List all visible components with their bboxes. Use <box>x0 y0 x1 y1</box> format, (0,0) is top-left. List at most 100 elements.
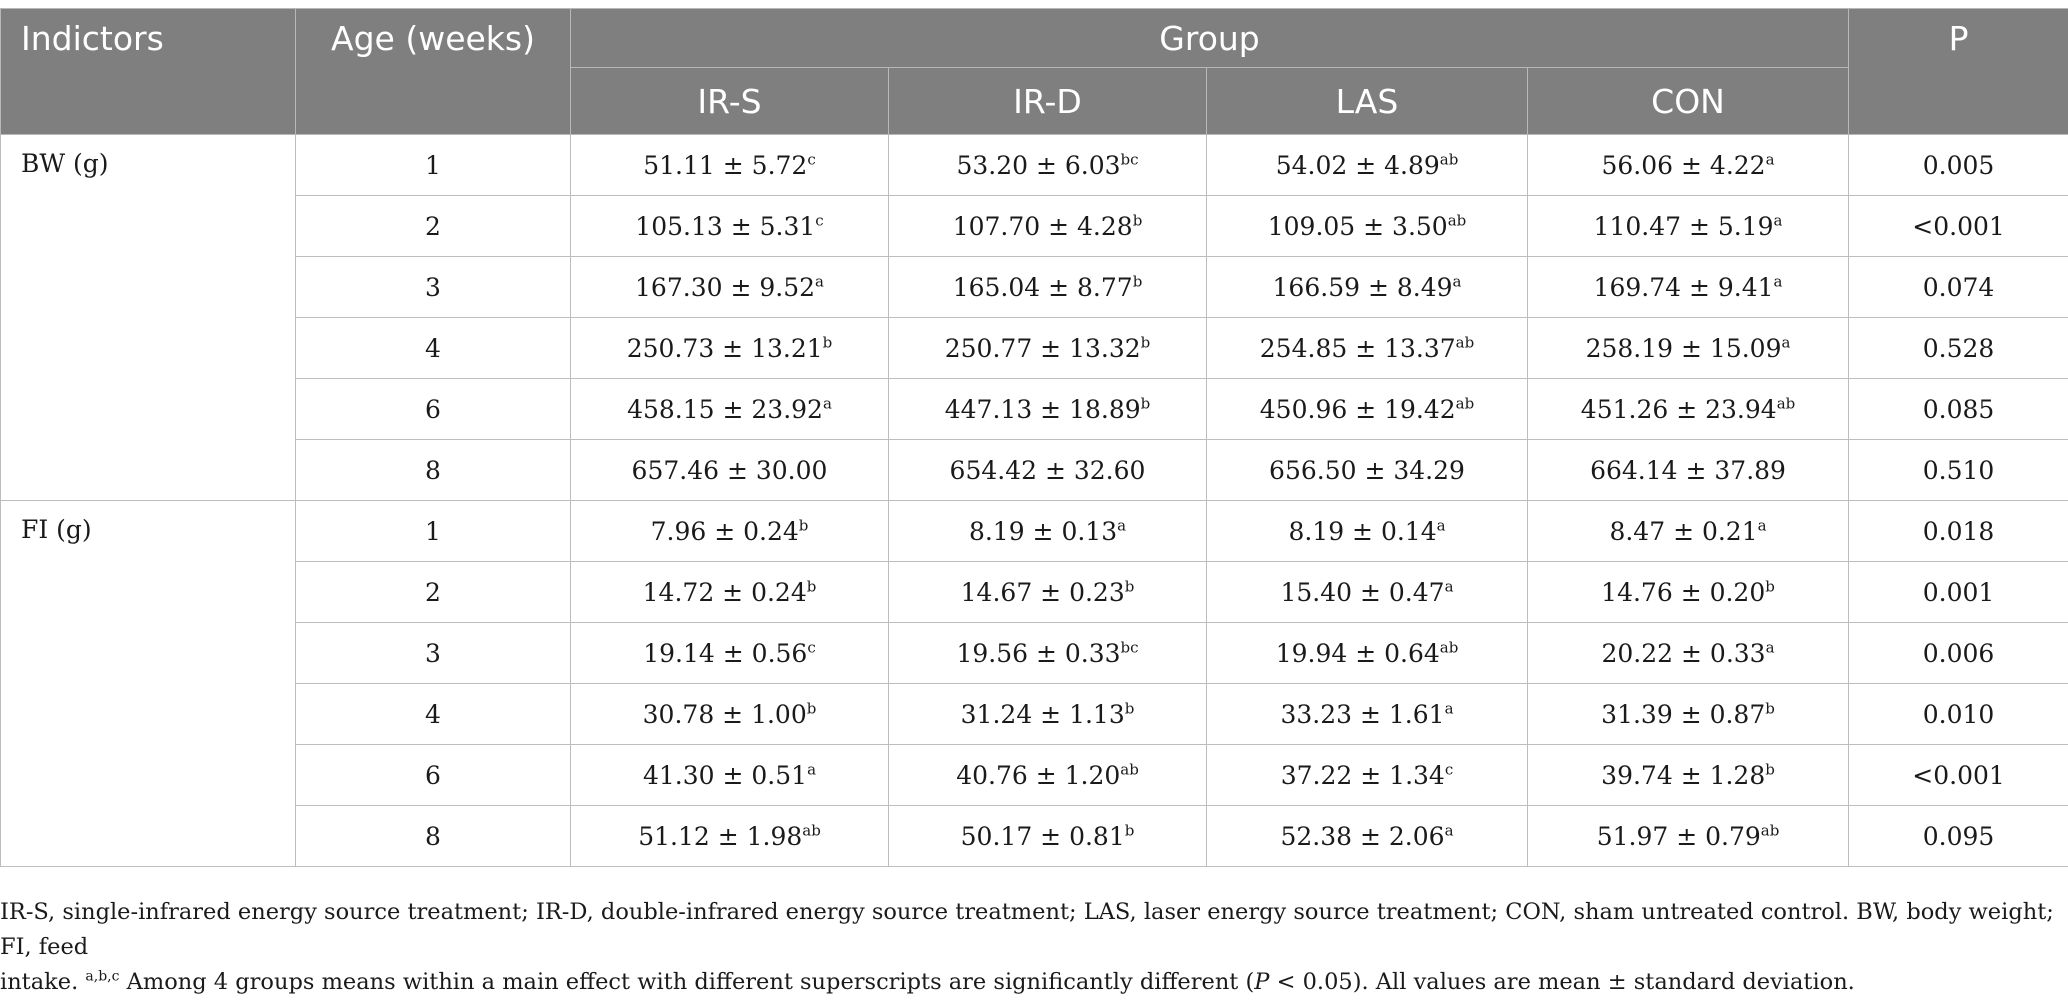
age-cell: 4 <box>296 318 571 379</box>
value-text: 40.76 ± 1.20 <box>956 761 1120 790</box>
value-text: 31.39 ± 0.87 <box>1601 700 1765 729</box>
value-cell: 166.59 ± 8.49a <box>1207 257 1528 318</box>
value-cell: 451.26 ± 23.94ab <box>1528 379 1849 440</box>
value-text: 51.12 ± 1.98 <box>638 822 802 851</box>
significance-superscript: ab <box>1777 394 1796 412</box>
value-text: 447.13 ± 18.89 <box>945 395 1141 424</box>
significance-superscript: b <box>1125 821 1135 839</box>
significance-superscript: ab <box>1448 211 1467 229</box>
table-header: Indictors Age (weeks) Group P IR-S IR-D … <box>1 9 2068 135</box>
value-text: 31.24 ± 1.13 <box>961 700 1125 729</box>
age-cell: 3 <box>296 257 571 318</box>
value-cell: 8.19 ± 0.13a <box>889 501 1207 562</box>
value-text: 54.02 ± 4.89 <box>1276 151 1440 180</box>
value-cell: 664.14 ± 37.89 <box>1528 440 1849 501</box>
age-cell: 2 <box>296 196 571 257</box>
age-cell: 2 <box>296 562 571 623</box>
value-cell: 8.19 ± 0.14a <box>1207 501 1528 562</box>
value-text: 51.97 ± 0.79 <box>1597 822 1761 851</box>
p-value-cell: 0.010 <box>1849 684 2068 745</box>
value-text: 166.59 ± 8.49 <box>1273 273 1453 302</box>
value-cell: 167.30 ± 9.52a <box>571 257 889 318</box>
significance-superscript: a <box>1445 821 1454 839</box>
footnote-superscripts: a,b,c <box>85 969 119 985</box>
value-cell: 110.47 ± 5.19a <box>1528 196 1849 257</box>
table-footnote: IR-S, single-infrared energy source trea… <box>0 895 2060 1000</box>
significance-superscript: a <box>1453 272 1462 290</box>
age-cell: 1 <box>296 501 571 562</box>
value-text: 14.67 ± 0.23 <box>961 578 1125 607</box>
p-value-cell: 0.095 <box>1849 806 2068 867</box>
significance-superscript: a <box>1781 333 1790 351</box>
indicator-label: FI (g) <box>1 501 296 867</box>
value-text: 30.78 ± 1.00 <box>643 700 807 729</box>
age-cell: 3 <box>296 623 571 684</box>
p-value-cell: 0.528 <box>1849 318 2068 379</box>
value-text: 250.73 ± 13.21 <box>627 334 823 363</box>
value-cell: 56.06 ± 4.22a <box>1528 135 1849 196</box>
age-cell: 6 <box>296 379 571 440</box>
value-text: 7.96 ± 0.24 <box>651 517 799 546</box>
data-table: Indictors Age (weeks) Group P IR-S IR-D … <box>0 8 2068 867</box>
significance-superscript: b <box>823 333 833 351</box>
value-text: 14.72 ± 0.24 <box>643 578 807 607</box>
value-cell: 657.46 ± 30.00 <box>571 440 889 501</box>
value-cell: 250.77 ± 13.32b <box>889 318 1207 379</box>
value-cell: 109.05 ± 3.50ab <box>1207 196 1528 257</box>
value-text: 109.05 ± 3.50 <box>1268 212 1448 241</box>
significance-superscript: ab <box>1456 394 1475 412</box>
significance-superscript: a <box>1758 516 1767 534</box>
value-text: 458.15 ± 23.92 <box>627 395 823 424</box>
significance-superscript: c <box>807 150 815 168</box>
age-cell: 8 <box>296 806 571 867</box>
age-cell: 6 <box>296 745 571 806</box>
value-text: 33.23 ± 1.61 <box>1280 700 1444 729</box>
significance-superscript: a <box>1766 638 1775 656</box>
footnote-line-2: intake. a,b,c Among 4 groups means withi… <box>0 965 2060 1000</box>
value-cell: 19.14 ± 0.56c <box>571 623 889 684</box>
value-cell: 20.22 ± 0.33a <box>1528 623 1849 684</box>
age-cell: 8 <box>296 440 571 501</box>
value-cell: 40.76 ± 1.20ab <box>889 745 1207 806</box>
value-text: 14.76 ± 0.20 <box>1601 578 1765 607</box>
p-value-cell: 0.005 <box>1849 135 2068 196</box>
value-text: 19.14 ± 0.56 <box>643 639 807 668</box>
value-text: 450.96 ± 19.42 <box>1260 395 1456 424</box>
header-group-con: CON <box>1528 68 1849 135</box>
significance-superscript: b <box>1765 577 1775 595</box>
header-group: Group <box>571 9 1849 68</box>
significance-superscript: a <box>1766 150 1775 168</box>
value-cell: 165.04 ± 8.77b <box>889 257 1207 318</box>
significance-superscript: ab <box>1456 333 1475 351</box>
significance-superscript: ab <box>1440 638 1459 656</box>
header-p: P <box>1849 9 2068 135</box>
significance-superscript: b <box>799 516 809 534</box>
significance-superscript: ab <box>802 821 821 839</box>
value-cell: 15.40 ± 0.47a <box>1207 562 1528 623</box>
value-text: 664.14 ± 37.89 <box>1590 456 1786 485</box>
value-cell: 169.74 ± 9.41a <box>1528 257 1849 318</box>
value-text: 37.22 ± 1.34 <box>1281 761 1445 790</box>
value-cell: 258.19 ± 15.09a <box>1528 318 1849 379</box>
significance-superscript: a <box>1774 211 1783 229</box>
footnote-significance: Among 4 groups means within a main effec… <box>127 969 1255 995</box>
significance-superscript: a <box>1445 699 1454 717</box>
value-text: 656.50 ± 34.29 <box>1269 456 1465 485</box>
value-text: 41.30 ± 0.51 <box>643 761 807 790</box>
header-indicators: Indictors <box>1 9 296 135</box>
value-cell: 7.96 ± 0.24b <box>571 501 889 562</box>
value-cell: 14.76 ± 0.20b <box>1528 562 1849 623</box>
significance-superscript: b <box>807 699 817 717</box>
value-text: 50.17 ± 0.81 <box>961 822 1125 851</box>
p-value-cell: 0.510 <box>1849 440 2068 501</box>
value-text: 107.70 ± 4.28 <box>953 212 1133 241</box>
significance-superscript: a <box>807 760 816 778</box>
header-age: Age (weeks) <box>296 9 571 135</box>
value-cell: 41.30 ± 0.51a <box>571 745 889 806</box>
